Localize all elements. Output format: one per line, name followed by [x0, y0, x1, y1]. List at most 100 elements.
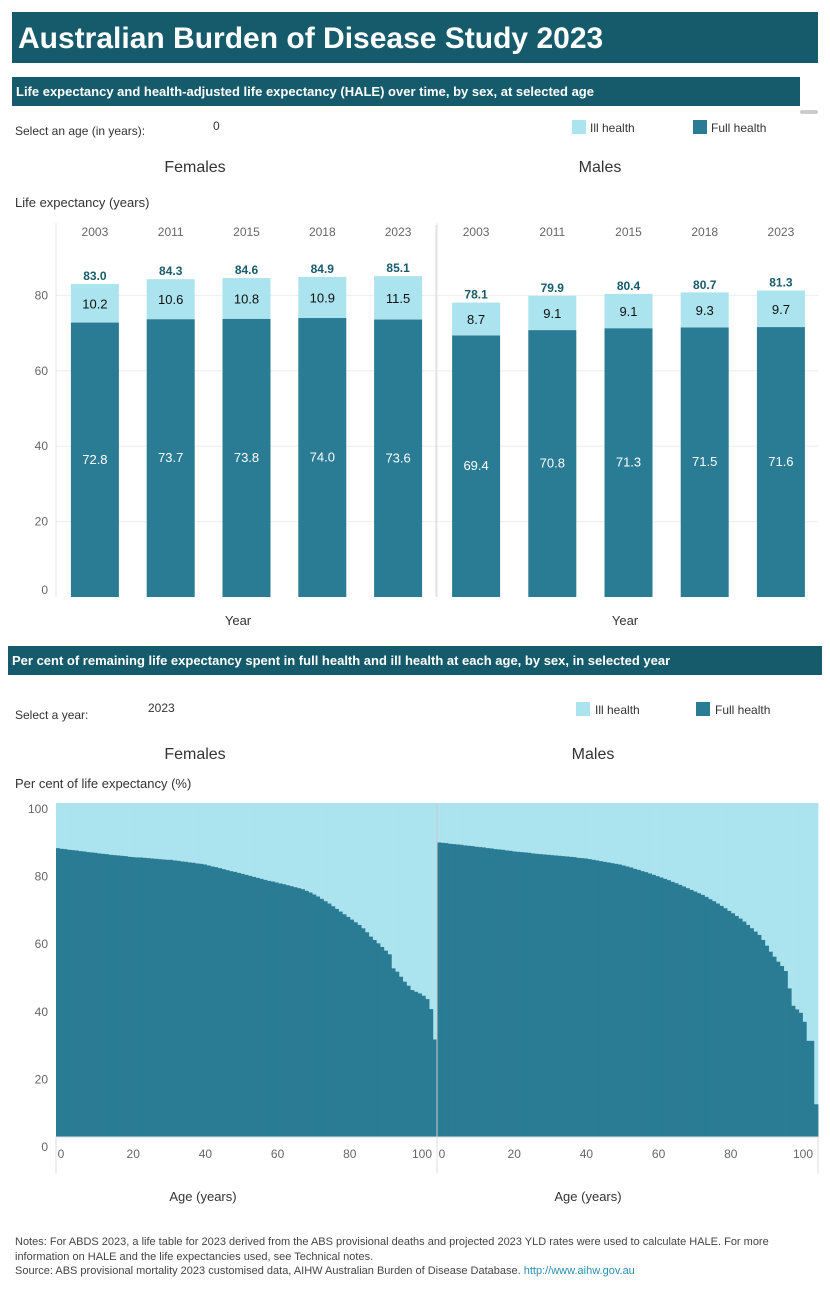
bar-full-health	[553, 855, 559, 1137]
bar-ill-health	[667, 803, 672, 881]
scroll-handle[interactable]	[800, 110, 818, 114]
bar-ill-health	[787, 803, 792, 989]
bar-full-health	[528, 330, 577, 597]
bar-full-health	[297, 888, 302, 1137]
full-health-label: 73.8	[234, 450, 259, 465]
bar-full-health	[263, 879, 268, 1137]
year-filter-select[interactable]: 2023	[148, 701, 175, 715]
bar-ill-health	[614, 803, 619, 864]
bar-full-health	[89, 852, 95, 1137]
age-filter-select[interactable]: 0	[213, 119, 220, 133]
bar-full-health	[629, 867, 634, 1137]
bar-full-health	[519, 852, 525, 1137]
bar-ill-health	[584, 803, 589, 859]
bar-ill-health	[680, 292, 729, 328]
bar-full-health	[120, 855, 125, 1137]
bar-ill-health	[452, 302, 501, 336]
bar-ill-health	[169, 803, 174, 860]
bar-full-health	[342, 914, 347, 1137]
bar-full-health	[478, 847, 483, 1137]
bar-full-health	[116, 855, 121, 1137]
bar-ill-health	[685, 803, 691, 889]
bar-ill-health	[278, 803, 283, 884]
bar-full-health	[384, 950, 389, 1137]
bar-full-health	[146, 858, 151, 1137]
bar-full-health	[648, 873, 653, 1137]
bar-ill-health	[206, 803, 212, 866]
bar-full-health	[350, 919, 355, 1137]
bar-full-health	[602, 861, 608, 1137]
bar-ill-health	[546, 803, 551, 855]
legend-ill-health-swatch	[572, 120, 586, 134]
females-title: Females	[164, 159, 226, 176]
bar-ill-health	[486, 803, 491, 849]
bar-ill-health	[576, 803, 581, 858]
bar-full-health	[701, 894, 706, 1137]
bar-full-health	[667, 880, 672, 1137]
bar-ill-health	[146, 803, 151, 859]
bar-full-health	[697, 893, 702, 1137]
bar-ill-health	[625, 803, 630, 867]
bar-ill-health	[746, 803, 751, 925]
bar-ill-health	[459, 803, 464, 845]
bar-full-health	[138, 857, 144, 1137]
x-tick-label: 0	[58, 1147, 65, 1161]
bar-full-health	[746, 924, 751, 1137]
bar-ill-health	[338, 803, 344, 912]
bar-ill-health	[731, 803, 736, 914]
bar-ill-health	[123, 803, 129, 857]
bar-full-health	[780, 965, 785, 1137]
bar-full-health	[108, 854, 113, 1137]
bar-ill-health	[252, 803, 257, 877]
bar-ill-health	[161, 803, 166, 860]
bar-ill-health	[802, 803, 808, 1022]
aihw-link[interactable]: http://www.aihw.gov.au	[523, 1265, 635, 1277]
bar-ill-health	[565, 803, 570, 857]
bar-ill-health	[523, 803, 528, 853]
bar-full-health	[361, 928, 366, 1137]
bar-full-health	[335, 908, 340, 1137]
bar-full-health	[414, 991, 419, 1137]
bar-ill-health	[780, 803, 785, 966]
bar-full-health	[614, 863, 619, 1137]
legend2-ill-health-swatch	[576, 702, 590, 716]
x-tick-label: 60	[652, 1147, 666, 1161]
bar-full-health	[274, 882, 279, 1137]
x-tick-label: 2023	[385, 225, 412, 239]
bar-full-health	[437, 842, 442, 1137]
bar-ill-health	[652, 803, 657, 875]
bar-ill-health	[497, 803, 502, 850]
bar-full-health	[70, 322, 119, 597]
bar-ill-health	[289, 803, 295, 887]
bar-ill-health	[799, 803, 804, 1013]
bar-ill-health	[74, 803, 80, 851]
y-tick-label: 20	[35, 515, 49, 529]
bar-ill-health	[406, 803, 411, 986]
ill-health-label: 9.3	[696, 303, 714, 318]
bar-ill-health	[105, 803, 110, 855]
total-label: 81.3	[769, 275, 793, 289]
bar-ill-health	[670, 803, 676, 882]
bar-full-health	[587, 859, 593, 1137]
bar-ill-health	[298, 276, 347, 319]
bar-full-health	[184, 861, 189, 1137]
bar-full-health	[161, 859, 166, 1137]
bar-ill-health	[610, 803, 615, 864]
bar-ill-health	[67, 803, 72, 850]
bar-full-health	[531, 853, 536, 1137]
bar-full-health	[644, 872, 649, 1137]
bar-ill-health	[271, 803, 276, 882]
ill-health-label: 10.6	[158, 292, 183, 307]
bar-ill-health	[519, 803, 525, 853]
bar-ill-health	[263, 803, 268, 880]
bar-full-health	[93, 852, 98, 1137]
bar-ill-health	[369, 803, 374, 937]
bar-full-health	[810, 1040, 815, 1137]
bar-ill-health	[535, 803, 540, 854]
x-tick-label: 2018	[691, 225, 718, 239]
source-line: Source: ABS provisional mortality 2023 c…	[15, 1264, 769, 1279]
bar-ill-health	[78, 803, 83, 852]
bar-ill-health	[301, 803, 306, 890]
bar-ill-health	[372, 803, 378, 940]
x-tick-label: 80	[724, 1147, 738, 1161]
